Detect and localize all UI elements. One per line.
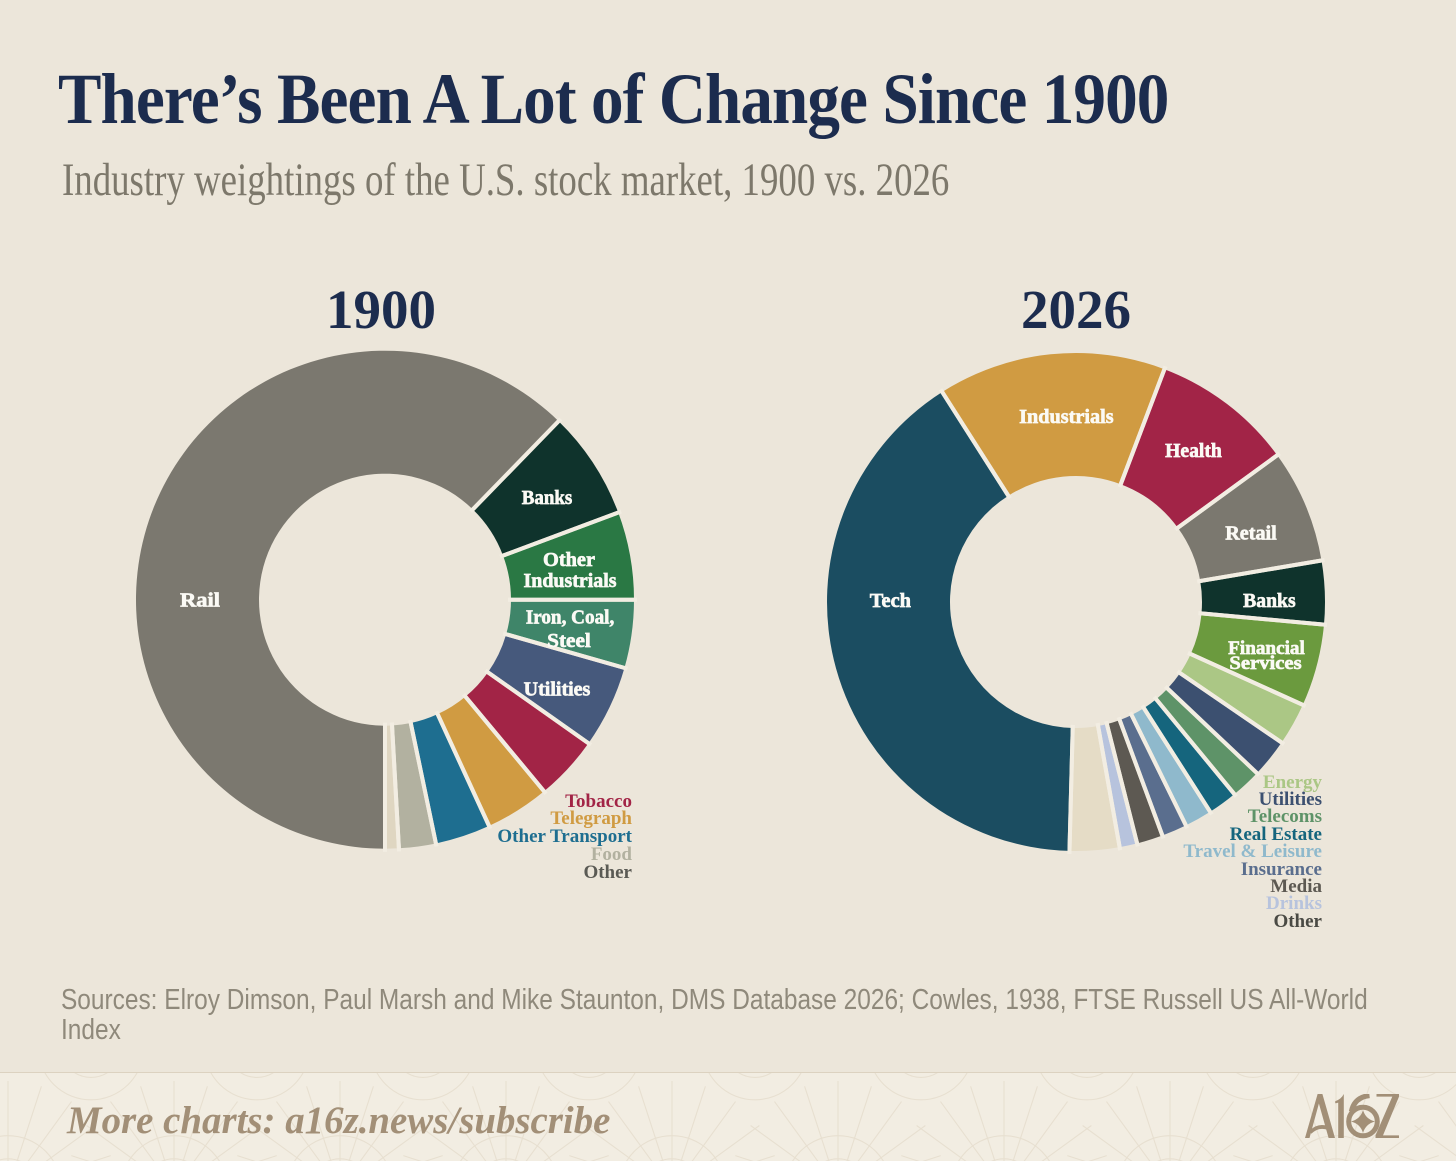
svg-text:Banks: Banks [1243,590,1296,612]
svg-text:Other: Other [543,549,595,571]
svg-text:Utilities: Utilities [524,679,591,701]
svg-text:Financial: Financial [1228,638,1305,659]
svg-text:Industrials: Industrials [1019,406,1114,428]
svg-text:Tech: Tech [870,590,911,612]
svg-text:Industrials: Industrials [524,570,617,592]
svg-text:Rail: Rail [180,590,220,612]
svg-text:Services: Services [1229,653,1301,674]
svg-text:Steel: Steel [547,630,591,652]
svg-text:Health: Health [1165,440,1222,462]
svg-text:Iron, Coal,: Iron, Coal, [526,607,615,629]
svg-text:Retail: Retail [1225,523,1277,545]
svg-text:Banks: Banks [522,487,573,509]
